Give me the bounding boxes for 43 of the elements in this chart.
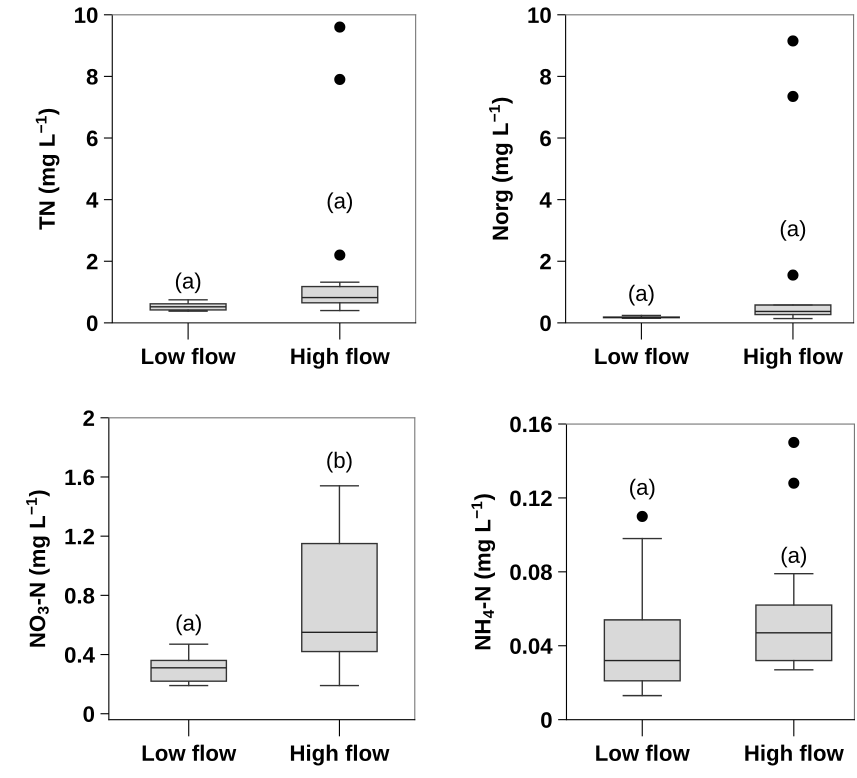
y-tick-label: 6 (540, 130, 551, 146)
x-tick-label: Low flow (596, 744, 690, 761)
annotation: (a) (629, 284, 654, 306)
y-tick-label: 0.16 (510, 416, 552, 432)
annotation: (b) (327, 452, 352, 473)
y-tick-label: 0.12 (510, 490, 552, 506)
y-tick-label: 0.04 (510, 638, 552, 654)
x-tick-label: Low flow (142, 744, 236, 761)
x-tick-label: High flow (290, 744, 390, 766)
y-tick-label: 0.8 (64, 588, 94, 604)
y-tick-label: 4 (540, 192, 552, 208)
y-tick-label: 0 (83, 706, 94, 722)
y-tick-label: 6 (86, 130, 98, 146)
y-tick-label: 2 (540, 254, 551, 270)
y-tick-label: 2 (83, 410, 94, 426)
x-tick-label: High flow (744, 348, 843, 369)
annotation: (a) (176, 272, 200, 294)
annotation: (a) (328, 192, 352, 214)
x-tick-label: Low flow (595, 348, 689, 364)
y-axis-title: TN (mg L$^{−1}$) (36, 108, 60, 230)
y-tick-label: 1.6 (65, 470, 94, 486)
y-tick-label: 0.4 (64, 647, 95, 663)
x-tick-label: High flow (291, 348, 390, 369)
y-tick-label: 1.2 (65, 528, 94, 544)
y-tick-label: 0 (541, 712, 552, 728)
y-tick-label: 4 (86, 192, 98, 208)
annotation: (a) (780, 220, 806, 241)
annotation: (a) (630, 478, 654, 500)
y-tick-label: 10 (528, 7, 551, 24)
y-axis-title: NO$_{3}$-N (mg L$^{−1}$) (26, 490, 50, 647)
y-tick-label: 0 (86, 315, 98, 332)
annotation: (a) (782, 546, 806, 568)
y-tick-label: 8 (86, 68, 98, 85)
y-axis-title: NH$_{4}$-N (mg L$^{−1}$) (471, 494, 496, 650)
y-tick-label: 2 (86, 254, 98, 270)
y-axis-title: Norg (mg L$^{−1}$) (489, 98, 513, 240)
y-tick-label: 0.08 (510, 564, 552, 580)
x-tick-label: High flow (745, 744, 844, 766)
x-tick-label: Low flow (142, 348, 236, 364)
y-tick-label: 0 (540, 315, 551, 332)
annotation: (a) (176, 614, 201, 636)
y-tick-label: 8 (540, 68, 552, 85)
y-tick-label: 10 (75, 7, 98, 24)
